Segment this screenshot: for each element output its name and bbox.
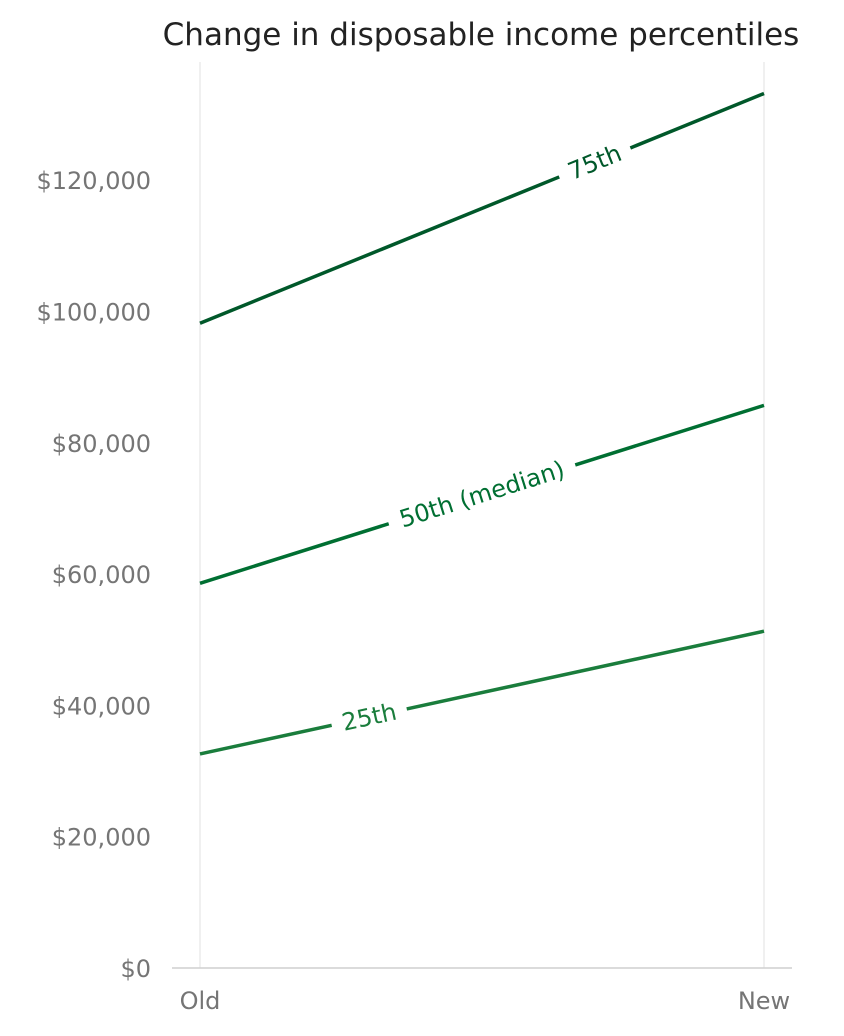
y-tick-label: $40,000 (52, 692, 151, 720)
y-tick-label: $20,000 (52, 824, 151, 852)
series-line-segment (406, 629, 765, 711)
y-tick-label: $80,000 (52, 430, 151, 458)
series-line-segment (574, 403, 765, 467)
y-tick-label: $60,000 (52, 561, 151, 589)
series-group: 75th (199, 91, 765, 325)
x-tick-label: Old (180, 987, 221, 1015)
series-line-segment (199, 723, 333, 756)
series-group: 50th (median) (199, 403, 765, 585)
y-tick-label: $0 (120, 955, 151, 983)
series: 75th 50th (median) 25th (199, 91, 765, 756)
grid (199, 62, 765, 968)
y-tick-label: $100,000 (36, 298, 151, 326)
series-line-segment (199, 522, 390, 585)
series-line-segment (199, 175, 560, 325)
series-line-segment (629, 91, 765, 150)
series-group: 25th (199, 629, 765, 756)
y-tick-label: $120,000 (36, 167, 151, 195)
series-label: 75th (564, 139, 626, 186)
series-label: 25th (339, 698, 399, 737)
axes: $0 $20,000 $40,000 $60,000 $80,000 $100,000 $1… (36, 167, 792, 1015)
x-tick-label: New (738, 987, 790, 1015)
chart-title: Change in disposable income percentiles (163, 17, 800, 53)
series-label: 50th (median) (396, 455, 568, 533)
